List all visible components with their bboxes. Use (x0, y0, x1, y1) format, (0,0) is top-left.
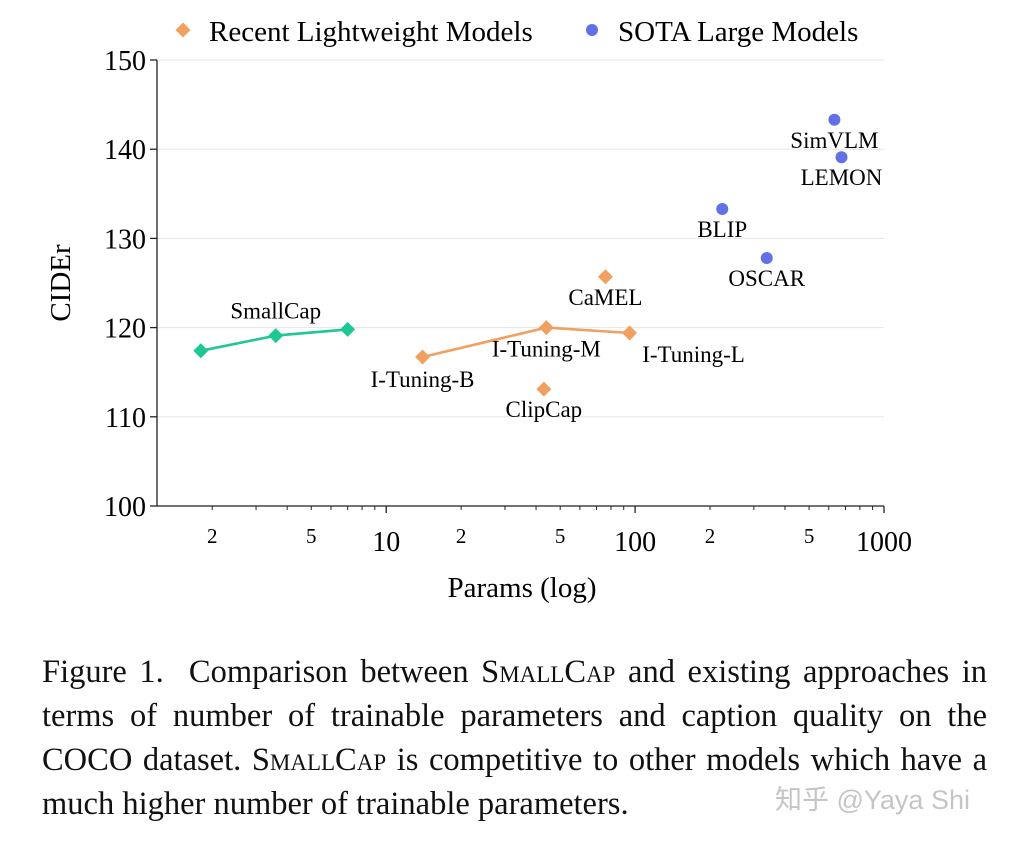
caption-figure-number: Figure 1. (42, 654, 164, 690)
y-tick-label: 110 (105, 403, 146, 434)
caption-text-2: and existing approaches in terms of numb… (42, 654, 987, 778)
caption-smallcap-2: SmallCap (251, 742, 387, 778)
data-label: I-Tuning-M (492, 337, 601, 362)
data-point (622, 325, 638, 341)
legend-label: SOTA Large Models (618, 16, 858, 48)
legend-marker (586, 24, 598, 36)
x-minor-tick-label: 2 (456, 524, 467, 548)
x-minor-tick-label: 5 (804, 524, 815, 548)
caption-text-1: Comparison between (188, 654, 482, 690)
x-minor-tick-label: 2 (705, 524, 716, 548)
watermark: 知乎 @Yaya Shi (775, 785, 970, 815)
y-tick-label: 140 (104, 135, 146, 166)
data-label: BLIP (697, 217, 747, 242)
caption-smallcap-1: SmallCap (481, 654, 616, 690)
series-label: SmallCap (230, 299, 321, 324)
data-point (835, 151, 848, 164)
y-tick-label: 150 (104, 46, 146, 77)
legend-marker (175, 22, 191, 38)
data-label: ClipCap (506, 397, 583, 422)
data-point (538, 320, 554, 336)
data-point (415, 349, 431, 365)
x-tick-label: 10 (372, 527, 400, 558)
x-tick-label: 1000 (856, 527, 912, 558)
data-point (536, 381, 552, 397)
cider-vs-params-chart: 10 100 1000 2 5 2 5 2 5 100 110 120 130 140 150 Small… (45, 16, 912, 604)
data-label: SimVLM (790, 128, 878, 153)
y-tick-label: 100 (104, 492, 146, 523)
x-minor-tick-label: 5 (306, 524, 317, 548)
x-minor-tick-label: 5 (555, 524, 566, 548)
data-point (193, 343, 209, 359)
data-point (268, 328, 284, 344)
data-point (716, 202, 729, 215)
x-minor-tick-label: 2 (207, 524, 218, 548)
data-label: I-Tuning-B (371, 367, 475, 392)
data-label: LEMON (801, 165, 883, 190)
x-axis-label: Params (log) (448, 572, 597, 604)
figure-caption: Figure 1. Comparison between SmallCap an… (42, 650, 987, 826)
data-point (340, 321, 356, 337)
y-axis-label: CIDEr (45, 244, 77, 322)
caption-text-3: is competitive to other models which hav… (42, 742, 987, 822)
data-point (828, 113, 841, 126)
data-label: CaMEL (568, 285, 642, 310)
legend-label: Recent Lightweight Models (209, 16, 533, 48)
y-tick-label: 130 (104, 224, 146, 255)
data-point (597, 269, 613, 285)
y-tick-label: 120 (104, 314, 146, 345)
data-label: I-Tuning-L (642, 342, 745, 367)
x-tick-label: 100 (614, 527, 656, 558)
data-label: OSCAR (728, 266, 805, 291)
data-point (760, 252, 773, 265)
